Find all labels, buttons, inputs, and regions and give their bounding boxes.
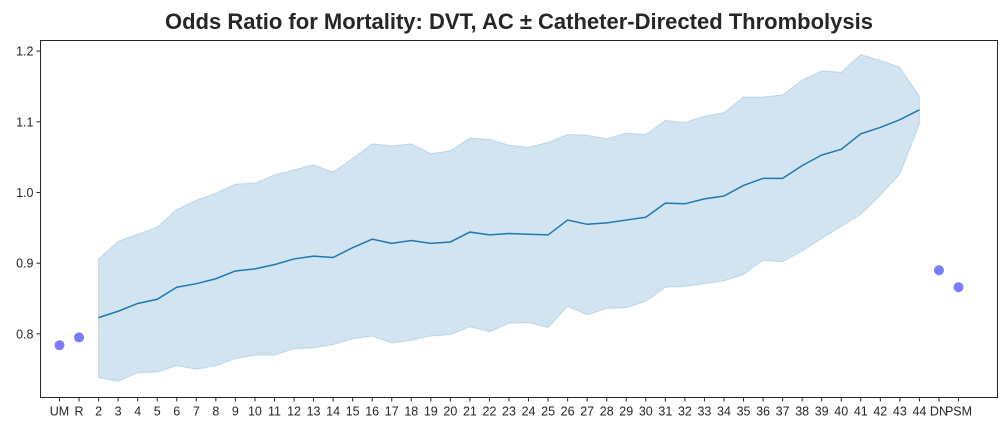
x-tick-label: 16	[365, 405, 379, 419]
x-tick-label: 44	[912, 405, 926, 419]
x-tick-label: 13	[307, 405, 321, 419]
x-tick-label: 12	[287, 405, 301, 419]
x-tick-label: DN	[930, 405, 948, 419]
x-tick-label: 28	[600, 405, 614, 419]
x-tick-label: 8	[212, 405, 219, 419]
x-tick-label: 3	[115, 405, 122, 419]
x-tick-label: 39	[815, 405, 829, 419]
point-um	[54, 340, 65, 351]
y-tick-label: 1.1	[16, 115, 33, 129]
x-tick-label: 41	[854, 405, 868, 419]
x-tick-label: 10	[248, 405, 262, 419]
x-tick-label: 27	[580, 405, 594, 419]
x-tick-label: R	[75, 405, 84, 419]
point-dn	[933, 265, 944, 276]
x-tick-label: 24	[522, 405, 536, 419]
x-tick-label: 42	[873, 405, 887, 419]
x-tick-label: 26	[561, 405, 575, 419]
x-tick-label: 29	[619, 405, 633, 419]
x-tick-label: 36	[756, 405, 770, 419]
x-tick-label: 6	[173, 405, 180, 419]
x-tick-label: 40	[834, 405, 848, 419]
x-tick-label: 22	[483, 405, 497, 419]
odds-ratio-line	[98, 109, 920, 319]
point-psm	[953, 282, 964, 293]
x-tick-label: 5	[154, 405, 161, 419]
x-tick-label: 43	[893, 405, 907, 419]
x-tick-label: 18	[404, 405, 418, 419]
x-tick-label: 19	[424, 405, 438, 419]
x-axis: UM R 2 3 4 5 6 7 8 9 10 11 12 13 14 15 16 17 18 19 20 21 22 23 2…	[50, 397, 972, 419]
x-tick-label: 11	[268, 405, 281, 419]
plot-frame	[40, 40, 998, 398]
x-tick-label: 4	[134, 405, 141, 419]
x-tick-label: 23	[502, 405, 516, 419]
x-tick-label: 9	[232, 405, 239, 419]
x-tick-label: 30	[639, 405, 653, 419]
x-tick-label: 33	[697, 405, 711, 419]
x-tick-label: 32	[678, 405, 692, 419]
y-axis: 0.8 0.9 1.0 1.1 1.2	[16, 45, 41, 341]
x-tick-label: 38	[795, 405, 809, 419]
x-tick-label: 34	[717, 405, 731, 419]
x-tick-label: 20	[443, 405, 457, 419]
chart-title: Odds Ratio for Mortality: DVT, AC ± Cath…	[165, 9, 873, 34]
x-tick-label: 31	[658, 405, 672, 419]
x-tick-label: 37	[776, 405, 790, 419]
x-tick-label: 2	[95, 405, 102, 419]
x-tick-label: 17	[385, 405, 399, 419]
x-tick-label: PSM	[945, 405, 972, 419]
confidence-band	[98, 54, 920, 382]
x-tick-label: 21	[463, 405, 477, 419]
y-tick-label: 0.9	[16, 257, 33, 271]
y-tick-label: 1.0	[16, 186, 33, 200]
x-tick-label: 25	[541, 405, 555, 419]
x-tick-label: UM	[50, 405, 69, 419]
plot-area	[54, 54, 964, 382]
point-r	[74, 332, 85, 343]
y-tick-label: 0.8	[16, 327, 33, 341]
x-tick-label: 14	[326, 405, 340, 419]
x-tick-label: 35	[737, 405, 751, 419]
x-tick-label: 7	[193, 405, 200, 419]
y-tick-label: 1.2	[16, 45, 33, 59]
x-tick-label: 15	[346, 405, 360, 419]
